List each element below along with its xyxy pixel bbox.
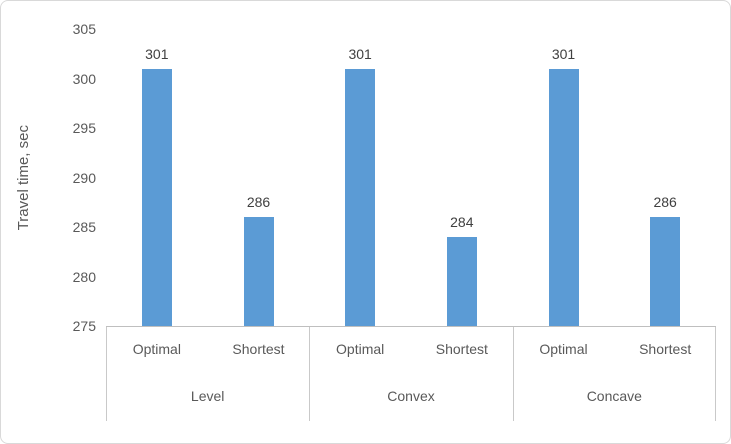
group-label: Concave [586, 388, 642, 404]
plot-area: 301 286 301 284 301 286 [106, 29, 716, 327]
y-tick-label: 280 [72, 268, 96, 285]
group-separator [106, 327, 107, 421]
x-axis-labels: Optimal Shortest Optimal Shortest Optimal Sho… [106, 327, 716, 422]
bar-value-label: 301 [348, 45, 372, 62]
group-label: Level [190, 388, 225, 404]
category-label: Optimal [132, 341, 181, 357]
bar [446, 236, 477, 326]
group-label: Convex [387, 388, 435, 404]
group-separator [309, 327, 311, 421]
bar-value-label: 301 [145, 45, 169, 62]
bar [650, 217, 681, 326]
bar [548, 68, 579, 326]
category-label: Shortest [435, 341, 488, 357]
y-axis-ticks: 275 280 285 290 295 300 305 [36, 21, 106, 334]
y-tick-label: 285 [72, 219, 96, 235]
bar [141, 68, 172, 326]
y-axis-title: Travel time, sec [14, 124, 32, 231]
bar-value-label: 286 [246, 194, 271, 211]
y-tick-label: 295 [72, 120, 96, 136]
group-separator [512, 327, 514, 421]
group-separator [715, 327, 716, 421]
category-label: Optimal [539, 341, 588, 357]
bar [345, 68, 376, 326]
y-tick-label: 305 [72, 21, 96, 37]
bar-value-label: 284 [450, 213, 474, 230]
y-tick-label: 300 [72, 70, 96, 87]
bar [243, 217, 274, 326]
bar-value-label: 301 [551, 45, 576, 62]
y-tick-label: 275 [72, 318, 96, 334]
y-axis-title-wrap: Travel time, sec [11, 29, 35, 326]
category-label: Shortest [639, 341, 692, 357]
bar-value-label: 286 [653, 194, 677, 211]
category-label: Shortest [232, 341, 285, 357]
category-label: Optimal [336, 341, 385, 357]
y-tick-label: 290 [72, 169, 96, 186]
